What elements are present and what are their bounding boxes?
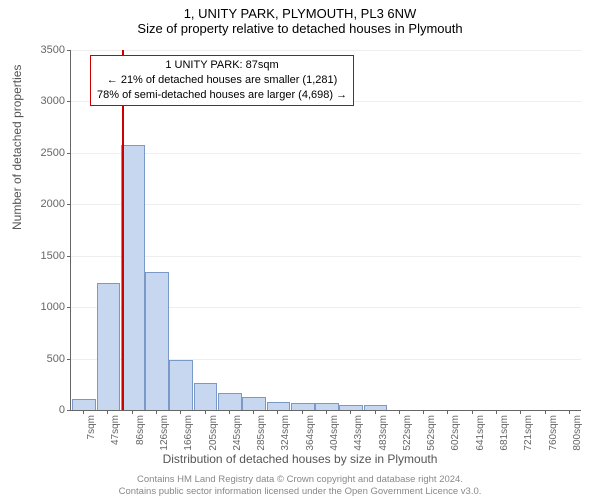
xtick-mark <box>132 410 133 414</box>
ytick-mark <box>67 101 71 102</box>
xtick-mark <box>520 410 521 414</box>
ytick-mark <box>67 153 71 154</box>
xtick-mark <box>569 410 570 414</box>
xtick-mark <box>375 410 376 414</box>
ytick-label: 0 <box>25 404 65 416</box>
gridline <box>71 50 581 51</box>
histogram-bar <box>242 397 266 410</box>
xtick-mark <box>350 410 351 414</box>
ytick-mark <box>67 204 71 205</box>
ytick-mark <box>67 256 71 257</box>
footer-line2: Contains public sector information licen… <box>0 486 600 498</box>
xtick-mark <box>399 410 400 414</box>
xtick-mark <box>253 410 254 414</box>
ytick-mark <box>67 307 71 308</box>
histogram-bar <box>97 283 121 411</box>
ytick-mark <box>67 359 71 360</box>
marker-info-box: 1 UNITY PARK: 87sqm ← 21% of detached ho… <box>90 55 354 106</box>
info-box-line2: ← 21% of detached houses are smaller (1,… <box>97 73 347 88</box>
histogram-bar <box>169 360 193 410</box>
info-box-line1: 1 UNITY PARK: 87sqm <box>97 58 347 73</box>
histogram-bar <box>121 145 145 410</box>
gridline <box>71 256 581 257</box>
info-box-line3: 78% of semi-detached houses are larger (… <box>97 88 347 103</box>
footer-attribution: Contains HM Land Registry data © Crown c… <box>0 474 600 498</box>
histogram-bar <box>145 272 169 410</box>
histogram-bar <box>291 403 315 410</box>
ytick-label: 1500 <box>25 250 65 262</box>
xtick-mark <box>472 410 473 414</box>
histogram-bar <box>72 399 96 410</box>
chart-title-sub: Size of property relative to detached ho… <box>0 21 600 40</box>
xtick-mark <box>496 410 497 414</box>
xtick-mark <box>423 410 424 414</box>
xtick-mark <box>107 410 108 414</box>
histogram-bar <box>194 383 218 410</box>
ytick-label: 1000 <box>25 301 65 313</box>
xtick-mark <box>229 410 230 414</box>
histogram-bar <box>364 405 388 410</box>
ytick-label: 3000 <box>25 95 65 107</box>
xtick-mark <box>180 410 181 414</box>
xtick-mark <box>83 410 84 414</box>
ytick-label: 500 <box>25 353 65 365</box>
xtick-mark <box>545 410 546 414</box>
ytick-mark <box>67 50 71 51</box>
xtick-mark <box>205 410 206 414</box>
ytick-label: 2000 <box>25 198 65 210</box>
x-axis-label: Distribution of detached houses by size … <box>0 452 600 466</box>
xtick-mark <box>277 410 278 414</box>
ytick-label: 2500 <box>25 147 65 159</box>
xtick-mark <box>326 410 327 414</box>
gridline <box>71 204 581 205</box>
gridline <box>71 153 581 154</box>
histogram-bar <box>315 403 339 410</box>
footer-line1: Contains HM Land Registry data © Crown c… <box>0 474 600 486</box>
histogram-bar <box>267 402 291 410</box>
chart-title-main: 1, UNITY PARK, PLYMOUTH, PL3 6NW <box>0 0 600 21</box>
histogram-bar <box>218 393 242 410</box>
xtick-mark <box>156 410 157 414</box>
xtick-mark <box>447 410 448 414</box>
ytick-label: 3500 <box>25 44 65 56</box>
xtick-mark <box>302 410 303 414</box>
ytick-mark <box>67 410 71 411</box>
y-axis-label: Number of detached properties <box>10 65 24 230</box>
